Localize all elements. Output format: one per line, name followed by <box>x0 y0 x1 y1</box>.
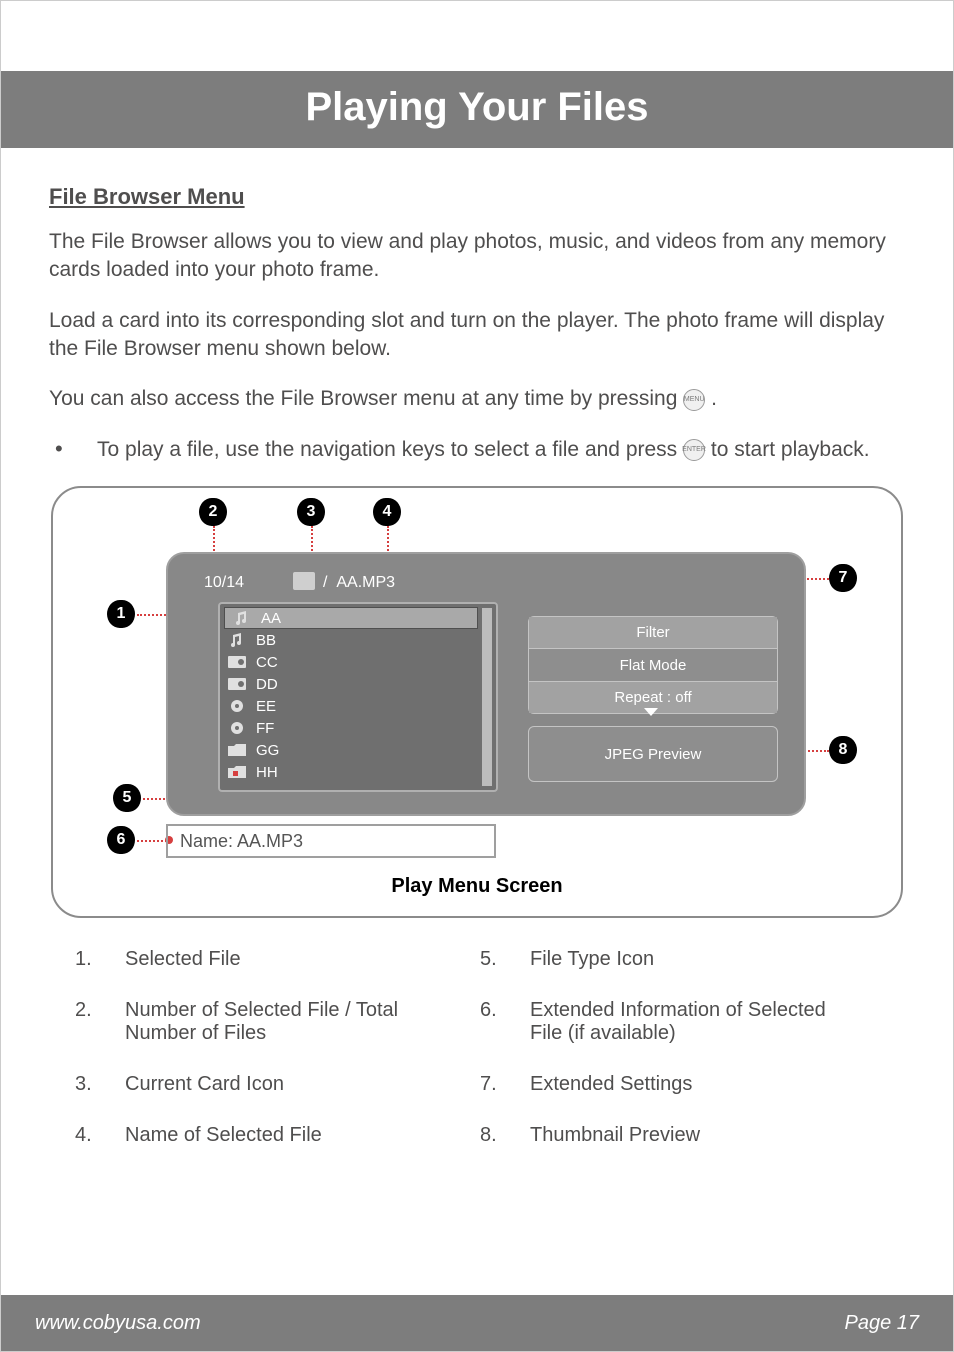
dropdown-arrow-icon <box>644 708 658 716</box>
file-row: EE <box>220 695 496 717</box>
file-row: BB <box>220 629 496 651</box>
paragraph-3b: . <box>711 387 717 410</box>
bullet-text: To play a file, use the navigation keys … <box>97 436 905 464</box>
callout-6: 6 <box>107 826 135 854</box>
legend-item: 2. Number of Selected File / Total Numbe… <box>75 999 480 1045</box>
filename-top-text: AA.MP3 <box>336 574 395 591</box>
menu-key-icon: MENU <box>683 389 705 411</box>
legend-item: 6. Extended Information of Selected File… <box>480 999 885 1045</box>
legend-col-right: 5. File Type Icon 6. Extended Informatio… <box>480 948 885 1175</box>
legend-num: 4. <box>75 1124 125 1147</box>
legend-item: 8. Thumbnail Preview <box>480 1124 885 1147</box>
page-title: Playing Your Files <box>1 85 953 130</box>
file-label: EE <box>256 698 276 715</box>
paragraph-1: The File Browser allows you to view and … <box>49 228 905 285</box>
bullet-item: • To play a file, use the navigation key… <box>49 436 905 464</box>
file-label: BB <box>256 632 276 649</box>
legend-item: 7. Extended Settings <box>480 1073 885 1096</box>
file-label: AA <box>261 610 281 627</box>
legend: 1. Selected File 2. Number of Selected F… <box>49 948 905 1175</box>
legend-text: Name of Selected File <box>125 1124 480 1147</box>
settings-repeat-text: Repeat : off <box>614 689 691 706</box>
file-label: HH <box>256 764 278 781</box>
screen-frame: 10/14 / AA.MP3 AA BB <box>166 552 806 816</box>
footer: www.cobyusa.com Page 17 <box>1 1295 953 1351</box>
settings-flat-mode: Flat Mode <box>529 649 777 681</box>
page: Playing Your Files File Browser Menu The… <box>0 0 954 1352</box>
legend-item: 3. Current Card Icon <box>75 1073 480 1096</box>
top-filename: / AA.MP3 <box>323 574 395 592</box>
play-menu-diagram: 2 3 4 1 5 6 <box>51 486 903 918</box>
legend-num: 6. <box>480 999 530 1045</box>
enter-key-icon: ENTER <box>683 439 705 461</box>
file-list: AA BB CC DD <box>218 602 498 792</box>
callout-2: 2 <box>199 498 227 526</box>
legend-text: Thumbnail Preview <box>530 1124 885 1147</box>
file-row-selected: AA <box>224 607 478 629</box>
footer-url: www.cobyusa.com <box>35 1312 201 1335</box>
redline <box>137 840 167 842</box>
file-row: GG <box>220 739 496 761</box>
legend-text: Selected File <box>125 948 480 971</box>
settings-panel: Filter Flat Mode Repeat : off <box>528 616 778 714</box>
music-icon <box>226 632 248 648</box>
paragraph-2: Load a card into its corresponding slot … <box>49 307 905 364</box>
section-heading: File Browser Menu <box>49 184 905 210</box>
file-label: FF <box>256 720 274 737</box>
callout-8: 8 <box>829 736 857 764</box>
legend-num: 1. <box>75 948 125 971</box>
legend-num: 7. <box>480 1073 530 1096</box>
callout-3: 3 <box>297 498 325 526</box>
video-icon <box>226 720 248 736</box>
folder-icon <box>226 742 248 758</box>
name-box: Name: AA.MP3 <box>166 824 496 858</box>
photo-icon <box>226 676 248 692</box>
callout-4: 4 <box>373 498 401 526</box>
legend-num: 3. <box>75 1073 125 1096</box>
diagram-caption: Play Menu Screen <box>53 875 901 898</box>
music-icon <box>231 610 253 626</box>
content: File Browser Menu The File Browser allow… <box>1 148 953 1175</box>
card-icon <box>293 572 315 590</box>
photo-icon <box>226 654 248 670</box>
video-icon <box>226 698 248 714</box>
folder-icon <box>226 764 248 780</box>
settings-repeat: Repeat : off <box>529 682 777 713</box>
legend-text: Number of Selected File / Total Number o… <box>125 999 480 1045</box>
file-label: DD <box>256 676 278 693</box>
legend-item: 4. Name of Selected File <box>75 1124 480 1147</box>
legend-text: Current Card Icon <box>125 1073 480 1096</box>
file-row: CC <box>220 651 496 673</box>
bullet-marker: • <box>49 436 97 464</box>
legend-item: 1. Selected File <box>75 948 480 971</box>
paragraph-3a: You can also access the File Browser men… <box>49 387 683 410</box>
paragraph-3: You can also access the File Browser men… <box>49 385 905 413</box>
file-counter: 10/14 <box>204 574 244 592</box>
settings-filter: Filter <box>529 617 777 649</box>
file-label: GG <box>256 742 279 759</box>
file-row: HH <box>220 761 496 783</box>
scrollbar <box>482 608 492 786</box>
callout-7: 7 <box>829 564 857 592</box>
slash: / <box>323 574 327 591</box>
file-label: CC <box>256 654 278 671</box>
callout-5: 5 <box>113 784 141 812</box>
legend-text: File Type Icon <box>530 948 885 971</box>
legend-text: Extended Settings <box>530 1073 885 1096</box>
legend-num: 2. <box>75 999 125 1045</box>
legend-item: 5. File Type Icon <box>480 948 885 971</box>
diagram-wrap: 2 3 4 1 5 6 <box>49 486 905 918</box>
legend-num: 8. <box>480 1124 530 1147</box>
legend-col-left: 1. Selected File 2. Number of Selected F… <box>75 948 480 1175</box>
bullet-text-b: to start playback. <box>711 438 870 461</box>
bullet-text-a: To play a file, use the navigation keys … <box>97 438 683 461</box>
file-row: FF <box>220 717 496 739</box>
callout-1: 1 <box>107 600 135 628</box>
legend-num: 5. <box>480 948 530 971</box>
header-band: Playing Your Files <box>1 71 953 148</box>
file-row: DD <box>220 673 496 695</box>
footer-page: Page 17 <box>844 1312 919 1335</box>
preview-panel: JPEG Preview <box>528 726 778 782</box>
legend-text: Extended Information of Selected File (i… <box>530 999 885 1045</box>
